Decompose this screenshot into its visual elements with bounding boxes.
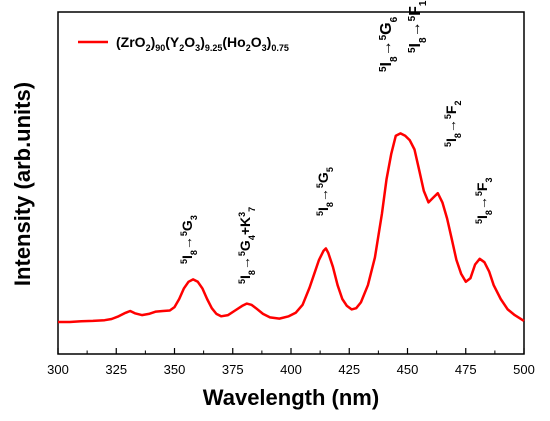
transition-label: 5I8→5G5 [315, 167, 335, 216]
x-tick-label: 375 [222, 362, 244, 377]
x-tick-label: 500 [513, 362, 535, 377]
transition-label: 5I8→5F1 [407, 0, 429, 53]
x-tick-label: 350 [164, 362, 186, 377]
x-tick-labels: 300 325 350 375 400 425 450 475 500 [47, 362, 535, 377]
series-line [58, 132, 525, 324]
x-tick-label: 450 [397, 362, 419, 377]
x-tick-label: 325 [105, 362, 127, 377]
plot-frame [57, 11, 525, 355]
transition-label: 5I8→5F3 [474, 177, 494, 224]
x-tick-label: 400 [280, 362, 302, 377]
x-tick-label: 475 [455, 362, 477, 377]
x-axis [57, 348, 525, 354]
x-tick-label: 300 [47, 362, 69, 377]
transition-annotations: 5I8→5G3 5I8→5G4+K37 5I8→5G5 5I8→5G6 5I8→5F1 5… [179, 0, 494, 284]
transition-label: 5I8→5G4+K37 [237, 207, 257, 284]
transition-label: 5I8→5G3 [179, 215, 199, 264]
legend-label: (ZrO2)90(Y2O3)9.25(Ho2O3)0.75 [116, 34, 289, 53]
transition-label: 5I8→5G6 [378, 16, 400, 72]
transition-label: 5I8→5F2 [443, 100, 463, 147]
y-axis-title: Intensity (arb.units) [10, 82, 35, 286]
x-tick-label: 425 [338, 362, 360, 377]
x-axis-title: Wavelength (nm) [203, 385, 379, 410]
legend: (ZrO2)90(Y2O3)9.25(Ho2O3)0.75 [78, 34, 289, 53]
